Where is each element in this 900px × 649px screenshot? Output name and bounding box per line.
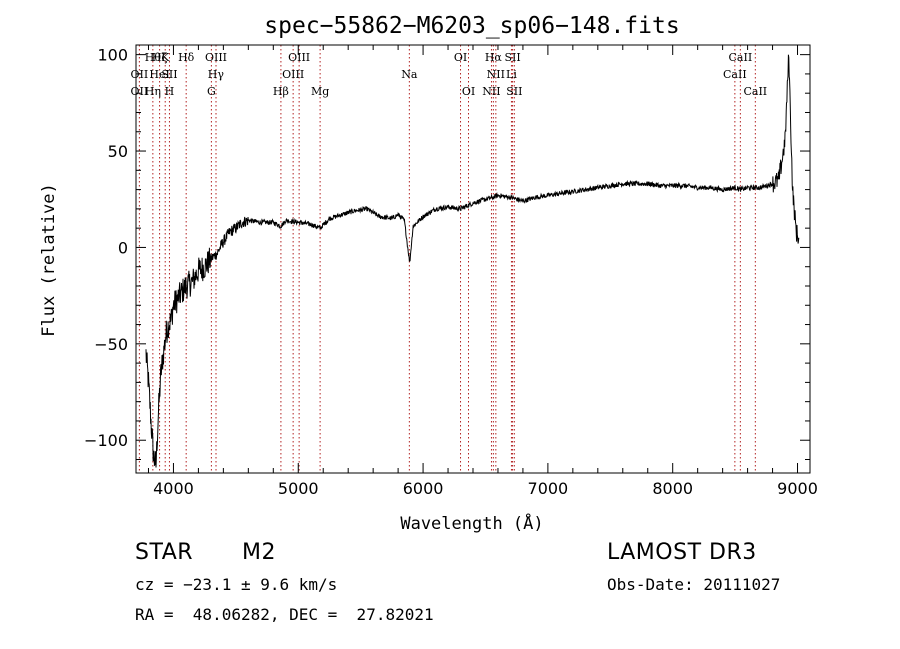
- line-label: K: [161, 51, 170, 64]
- line-label: SII: [161, 68, 177, 81]
- line-label: SII: [506, 85, 522, 98]
- line-label: CaII: [743, 85, 767, 98]
- line-label: Hβ: [273, 85, 289, 98]
- survey-label: LAMOST DR3: [607, 540, 757, 565]
- y-tick-label: −100: [84, 431, 128, 450]
- line-label: NII: [487, 68, 505, 81]
- spectrum-line: [145, 54, 800, 468]
- line-label: Li: [506, 68, 517, 81]
- x-tick-label: 6000: [403, 479, 444, 498]
- line-label: CaII: [729, 51, 753, 64]
- line-label: OII: [131, 68, 149, 81]
- line-label: HeI: [149, 68, 169, 81]
- plot-frame: [135, 44, 811, 474]
- chart-title: spec−55862−M6203_sp06−148.fits: [264, 13, 679, 39]
- line-label: Hα: [485, 51, 503, 64]
- line-label: H: [165, 85, 175, 98]
- y-tick-label: 100: [97, 46, 128, 65]
- line-label: OI: [462, 85, 475, 98]
- line-label: OIII: [282, 68, 304, 81]
- axis-ticks: [136, 45, 810, 473]
- line-label: CaII: [723, 68, 747, 81]
- line-label: Hγ: [208, 68, 225, 81]
- radec-readout: RA = 48.06282, DEC = 27.82021: [135, 605, 434, 624]
- line-label: OIII: [288, 51, 310, 64]
- y-axis-label: Flux (relative): [39, 183, 59, 337]
- class-label: STAR: [135, 540, 194, 565]
- line-label: Hζ: [152, 51, 168, 64]
- line-label: NII: [482, 85, 500, 98]
- x-tick-label: 4000: [153, 479, 194, 498]
- x-tick-label: 9000: [777, 479, 818, 498]
- line-label: OII: [131, 85, 149, 98]
- spectral-line-markers: [138, 45, 756, 473]
- line-label: Hη: [145, 85, 161, 98]
- subclass-label: M2: [242, 540, 276, 565]
- redshift-readout: cz = −23.1 ± 9.6 km/s: [135, 575, 338, 594]
- y-tick-label: 50: [108, 142, 128, 161]
- line-label: OI: [454, 51, 467, 64]
- line-label: Hθ: [145, 51, 162, 64]
- y-tick-label: 0: [118, 238, 128, 257]
- x-axis-label: Wavelength (Å): [400, 512, 543, 534]
- x-tick-label: 8000: [652, 479, 693, 498]
- line-label: OIII: [205, 51, 227, 64]
- line-label: Hδ: [178, 51, 195, 64]
- x-tick-label: 7000: [528, 479, 569, 498]
- x-tick-label: 5000: [278, 479, 319, 498]
- line-label: Mg: [311, 85, 329, 98]
- line-label: G: [207, 85, 216, 98]
- y-tick-label: −50: [94, 335, 128, 354]
- obs-date-readout: Obs-Date: 20111027: [607, 575, 781, 594]
- axis-tick-labels: 4000 5000 6000 7000 8000 9000 100 50 0 −50 −100: [84, 46, 818, 498]
- line-label: Na: [401, 68, 418, 81]
- line-label: SII: [504, 51, 520, 64]
